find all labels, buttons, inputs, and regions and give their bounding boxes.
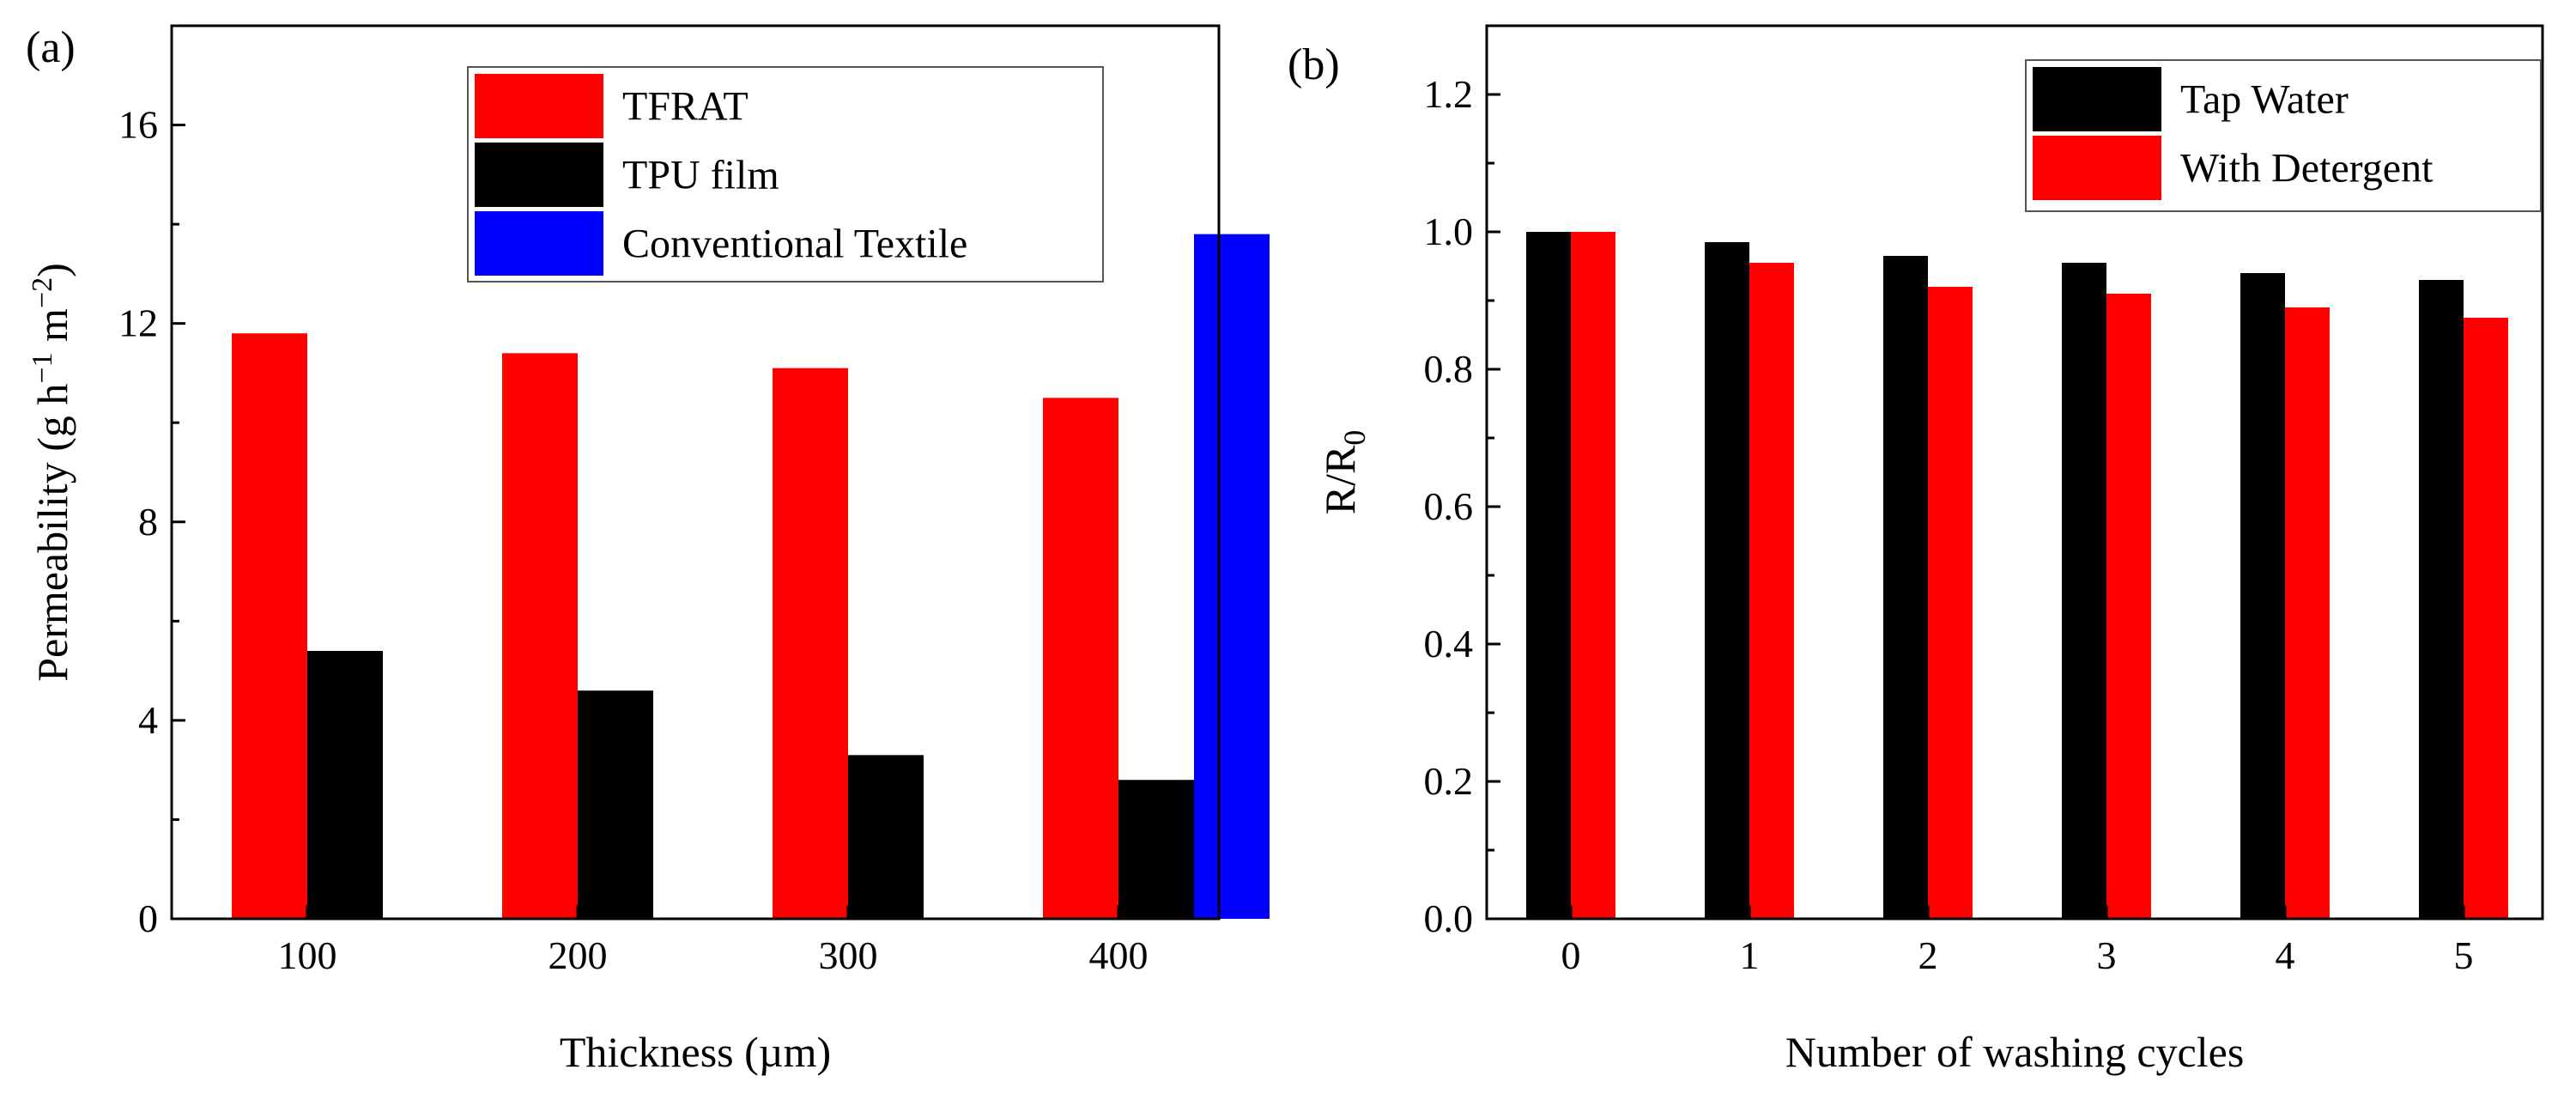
panel-a-label: (a) (26, 23, 76, 72)
panel-b-frame (1485, 24, 2544, 921)
panel-b: (b) 0.0 0.2 0.4 0.6 0.8 1.0 1.2 0 1 2 3 4 5 R/R0 Nu… (1288, 24, 2544, 1076)
panel-b-y-tick-label: 0.4 (1424, 622, 1474, 665)
panel-a-legend: TFRAT TPU film Conventional Textile (467, 66, 1104, 283)
panel-b-bar-with-detergent-3 (2106, 294, 2151, 919)
panel-b-bar-with-detergent-0 (1571, 232, 1615, 919)
panel-a-x-ticks: 100 200 300 400 (278, 905, 1149, 977)
panel-a: (a) 0 4 8 12 16 100 200 300 400 Permeability (g… (26, 23, 1270, 1076)
panel-a-bar-tpu-film-200 (578, 690, 653, 919)
panel-a-legend-swatch (475, 143, 603, 207)
panel-b-bar-tap-water-2 (1883, 256, 1928, 919)
panel-a-legend-label: TFRAT (622, 84, 749, 130)
panel-a-bars (232, 234, 1270, 920)
panel-b-bar-with-detergent-1 (1749, 263, 1794, 919)
panel-b-x-tick-label: 5 (2454, 933, 2474, 977)
panel-a-frame (170, 24, 1221, 921)
panel-b-y-tick-label: 1.0 (1424, 210, 1474, 253)
panel-a-bar-tfrat-400 (1043, 398, 1118, 919)
panel-a-x-tick-label: 200 (549, 933, 608, 977)
panel-b-x-axis-title: Number of washing cycles (1785, 1028, 2245, 1076)
panel-b-legend-swatch (2033, 136, 2161, 200)
panel-a-legend-label: TPU film (622, 153, 779, 198)
panel-b-bar-tap-water-3 (2062, 263, 2106, 919)
panel-a-x-tick-label: 300 (819, 933, 878, 977)
panel-b-legend-swatch (2033, 67, 2161, 131)
panel-b-x-tick-label: 4 (2276, 933, 2295, 977)
panel-a-y-tick-label: 0 (138, 896, 158, 940)
panel-b-y-tick-label: 0.8 (1424, 347, 1474, 391)
panel-a-x-tick-label: 400 (1089, 933, 1149, 977)
panel-b-y-ticks: 0.0 0.2 0.4 0.6 0.8 1.0 1.2 (1424, 24, 1500, 940)
panel-a-bar-conventional-textile-400 (1194, 234, 1270, 920)
panel-b-y-tick-label: 0.2 (1424, 759, 1474, 803)
panel-b-legend: Tap Water With Detergent (2025, 59, 2542, 212)
panel-b-y-tick-label: 0.6 (1424, 484, 1474, 528)
panel-a-bar-tfrat-200 (502, 353, 578, 919)
panel-a-bar-tpu-film-300 (848, 755, 924, 919)
panel-b-y-axis-title: R/R0 (1316, 430, 1372, 515)
panel-a-legend-swatch (475, 211, 603, 276)
panel-b-x-ticks: 0 1 2 3 4 5 (1561, 905, 2474, 977)
panel-b-bar-tap-water-5 (2419, 280, 2464, 919)
panel-a-bar-tfrat-100 (232, 333, 307, 919)
panel-a-y-axis-title: Permeability (g h−1 m−2) (27, 263, 76, 682)
panel-b-bar-tap-water-0 (1526, 232, 1571, 919)
panel-a-bar-tpu-film-400 (1118, 780, 1194, 919)
panel-b-x-tick-label: 2 (1918, 933, 1938, 977)
panel-a-y-tick-label: 16 (118, 103, 158, 147)
panel-b-bar-with-detergent-4 (2285, 307, 2330, 919)
panel-a-legend-label: Conventional Textile (622, 222, 967, 267)
panel-a-y-tick-label: 4 (138, 698, 158, 742)
panel-a-legend-swatch (475, 74, 603, 138)
panel-b-legend-label: Tap Water (2180, 77, 2349, 123)
panel-b-bar-tap-water-4 (2240, 273, 2285, 919)
panel-b-y-tick-label: 1.2 (1424, 72, 1474, 116)
panel-b-bar-with-detergent-2 (1928, 287, 1973, 919)
panel-b-y-tick-label: 0.0 (1424, 896, 1474, 940)
panel-b-bar-tap-water-1 (1705, 242, 1749, 919)
panel-a-x-axis-title: Thickness (µm) (560, 1028, 831, 1076)
panel-a-y-tick-label: 8 (138, 500, 158, 544)
panel-a-bar-tfrat-300 (773, 368, 848, 920)
panel-a-bar-tpu-film-100 (307, 651, 383, 919)
panel-a-y-ticks: 0 4 8 12 16 (118, 24, 185, 940)
panel-b-label: (b) (1288, 40, 1340, 89)
panel-b-legend-label: With Detergent (2180, 146, 2434, 191)
panel-b-bar-with-detergent-5 (2464, 318, 2508, 919)
panel-a-y-tick-label: 12 (118, 301, 158, 345)
panel-b-x-tick-label: 3 (2097, 933, 2117, 977)
panel-b-x-tick-label: 1 (1740, 933, 1760, 977)
panel-a-x-tick-label: 100 (278, 933, 337, 977)
panel-b-x-tick-label: 0 (1561, 933, 1581, 977)
panel-b-bars (1526, 232, 2508, 919)
